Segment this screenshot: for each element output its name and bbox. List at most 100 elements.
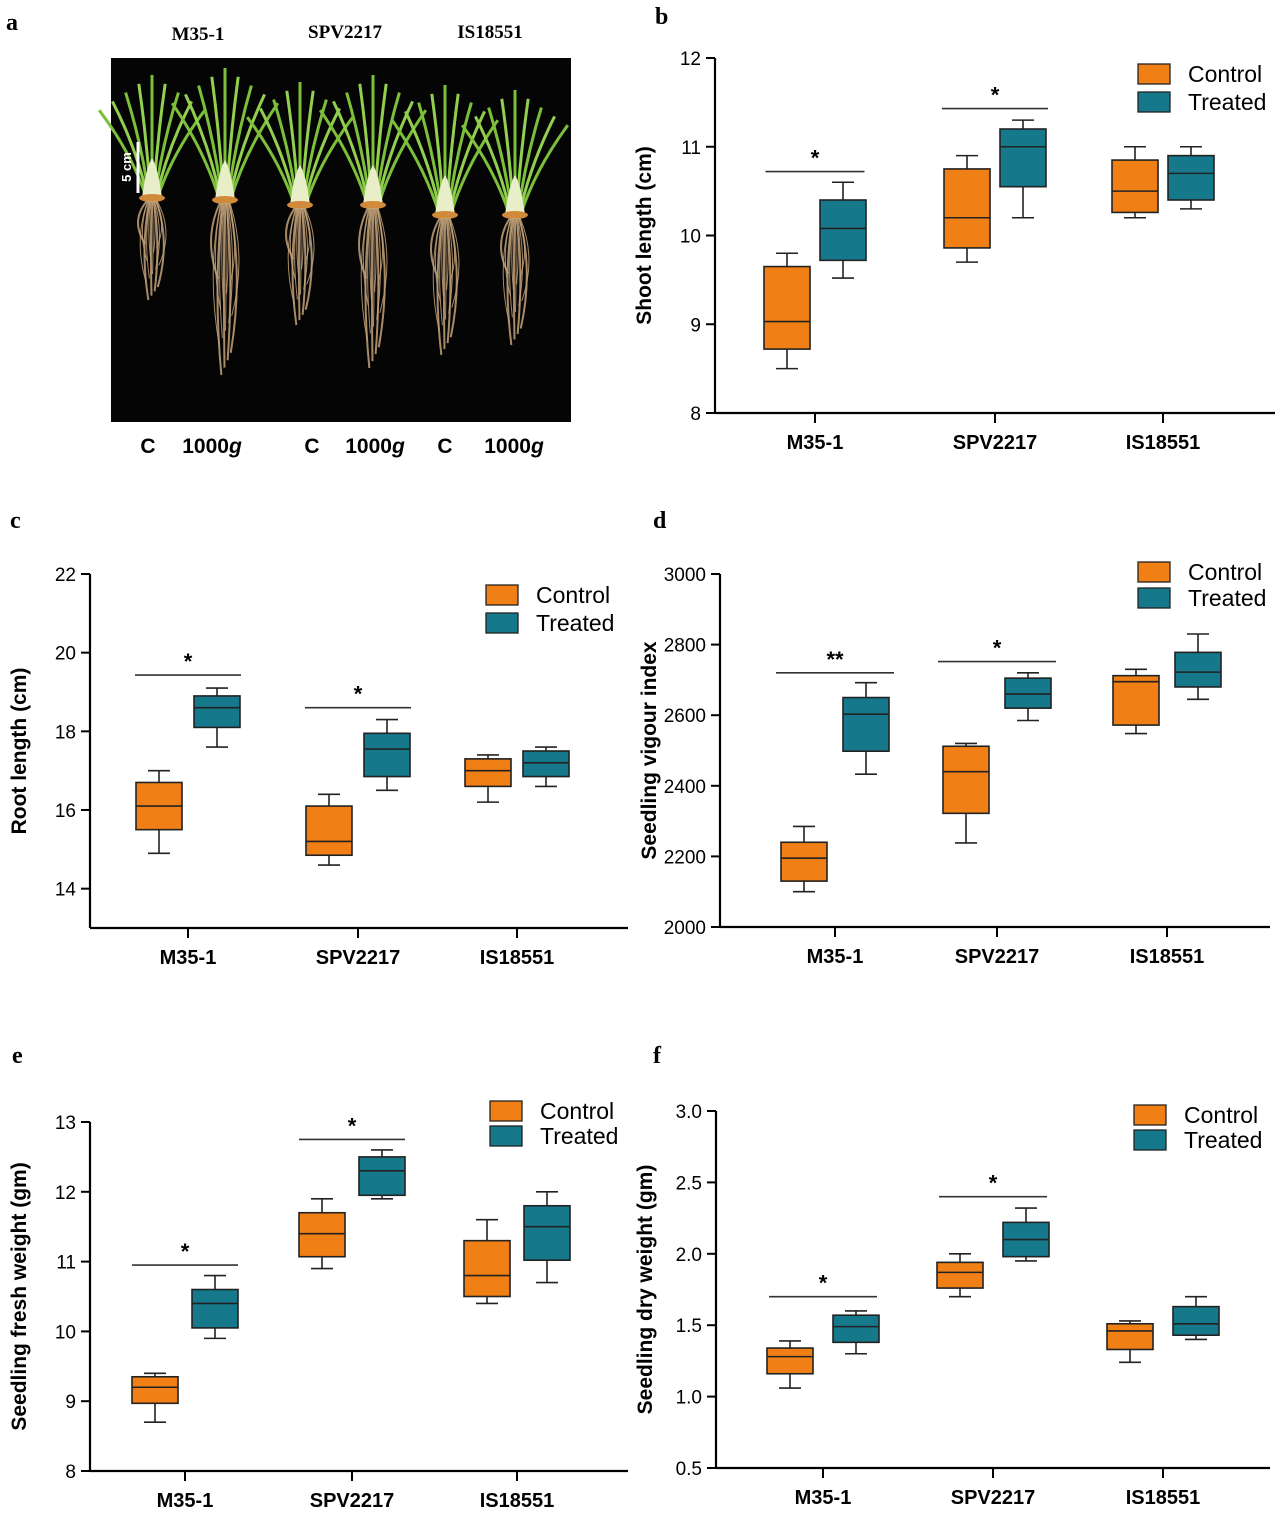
root-strand bbox=[375, 207, 382, 320]
y-tick-label: 8 bbox=[65, 1462, 76, 1483]
significance-marker: * bbox=[989, 1171, 998, 1196]
y-tick-label: 20 bbox=[55, 644, 76, 665]
seed-base bbox=[139, 194, 165, 202]
shoot-leaf bbox=[390, 119, 441, 216]
root-strand bbox=[139, 200, 149, 283]
root-strand bbox=[506, 217, 514, 346]
box-treated bbox=[832, 1314, 880, 1344]
legend-label-control: Control bbox=[536, 582, 610, 608]
root-strand bbox=[289, 207, 297, 280]
box-control bbox=[464, 758, 512, 788]
y-axis-title: Seedling fresh weight (gm) bbox=[8, 1162, 31, 1430]
legend-swatch-control bbox=[1137, 63, 1171, 85]
root-strand bbox=[291, 207, 299, 326]
box-control bbox=[1112, 674, 1160, 726]
shoot-leaf bbox=[246, 116, 296, 206]
legend-label-control: Control bbox=[1188, 559, 1262, 585]
x-tick-label: SPV2217 bbox=[310, 1490, 395, 1512]
box-control bbox=[1106, 1322, 1154, 1351]
x-tick-label: M35-1 bbox=[807, 946, 864, 968]
shoot-stem bbox=[505, 175, 525, 215]
shoot-leaf bbox=[519, 124, 570, 216]
shoot-stem bbox=[435, 175, 455, 215]
box-control bbox=[780, 841, 828, 882]
root-strand bbox=[228, 202, 238, 353]
treatment-labels: C 1000g C 1000g C 1000g bbox=[140, 435, 544, 458]
y-axis-title: Seedling vigour index bbox=[638, 641, 661, 860]
panel-label-d: d bbox=[653, 508, 667, 534]
shoot-leaf bbox=[377, 109, 428, 206]
y-tick-label: 10 bbox=[680, 227, 701, 248]
y-tick-label: 3000 bbox=[664, 565, 706, 586]
treatment-label-centrifugation: 1000g bbox=[345, 435, 405, 458]
y-tick-label: 13 bbox=[55, 1113, 76, 1134]
root-strand bbox=[364, 207, 372, 369]
root-strand bbox=[377, 207, 388, 313]
root-strand bbox=[360, 207, 370, 341]
legend-label-treated: Treated bbox=[1184, 1127, 1262, 1153]
panel-label-c: c bbox=[10, 508, 21, 534]
box-treated bbox=[1167, 154, 1215, 201]
y-tick-label: 11 bbox=[56, 1253, 76, 1274]
root-strand bbox=[512, 217, 516, 340]
photo-genotype-label: SPV2217 bbox=[308, 22, 382, 43]
shoot-stem bbox=[290, 165, 310, 205]
y-tick-label: 1.0 bbox=[676, 1388, 702, 1409]
x-tick-label: IS18551 bbox=[1126, 432, 1201, 454]
root-strand bbox=[304, 207, 315, 285]
root-strand bbox=[502, 217, 512, 324]
root-strand bbox=[449, 217, 460, 308]
y-tick-label: 2.5 bbox=[676, 1173, 702, 1194]
significance-marker: * bbox=[354, 682, 363, 707]
y-tick-label: 0.5 bbox=[676, 1459, 702, 1480]
seed-base bbox=[502, 211, 528, 219]
significance-marker: * bbox=[348, 1113, 357, 1138]
root-strand bbox=[224, 202, 227, 331]
root-strand bbox=[222, 202, 226, 368]
root-strand bbox=[518, 217, 528, 329]
legend-label-treated: Treated bbox=[1188, 585, 1266, 611]
x-tick-label: M35-1 bbox=[157, 1490, 214, 1512]
box-treated bbox=[1004, 677, 1052, 709]
x-tick-label: M35-1 bbox=[795, 1487, 852, 1509]
box-control bbox=[305, 805, 353, 857]
treatment-label-control: C bbox=[140, 435, 155, 458]
y-tick-label: 3.0 bbox=[676, 1102, 702, 1123]
x-tick-label: SPV2217 bbox=[955, 946, 1040, 968]
legend-swatch-treated bbox=[1133, 1129, 1167, 1151]
seedling-photo-panel: a M35-1 SPV2217 IS18551 5 cm C 1000g C 1000… bbox=[6, 10, 571, 458]
box-control bbox=[131, 1375, 179, 1405]
shoot-stem bbox=[215, 160, 235, 200]
legend-label-treated: Treated bbox=[536, 610, 614, 636]
root-strand bbox=[212, 202, 222, 346]
root-strand bbox=[367, 207, 372, 334]
legend-swatch-control bbox=[1137, 561, 1171, 583]
root-strand bbox=[509, 217, 514, 318]
legend-swatch-treated bbox=[489, 1125, 523, 1147]
root-strand bbox=[303, 207, 313, 311]
y-tick-label: 18 bbox=[55, 722, 76, 743]
seed-base bbox=[432, 211, 458, 219]
box-control bbox=[943, 168, 991, 249]
shoot-stem bbox=[363, 165, 383, 205]
root-strand bbox=[219, 202, 224, 339]
treatment-label-centrifugation: 1000g bbox=[484, 435, 544, 458]
root-strand bbox=[517, 217, 524, 307]
root-strand bbox=[447, 217, 454, 314]
box-control bbox=[463, 1239, 511, 1298]
root-strand bbox=[143, 200, 151, 301]
significance-marker: ** bbox=[826, 647, 844, 672]
chart-shoot-length: b 8 9 10 11 12 Shoot length (cm) M35-1 SPV2217 IS… bbox=[633, 4, 1275, 454]
panel-label-f: f bbox=[653, 1043, 662, 1069]
box-control bbox=[936, 1261, 984, 1289]
root-strand bbox=[504, 217, 512, 296]
root-strand bbox=[221, 202, 225, 301]
treatment-label-unit: g bbox=[391, 435, 405, 458]
root-strand bbox=[154, 200, 161, 270]
box-control bbox=[763, 265, 811, 350]
x-tick-label: M35-1 bbox=[787, 432, 844, 454]
panel-label-e: e bbox=[12, 1043, 23, 1069]
treatment-label-centrifugation: 1000g bbox=[182, 435, 242, 458]
box-treated bbox=[1172, 1305, 1220, 1336]
root-strand bbox=[448, 217, 458, 338]
